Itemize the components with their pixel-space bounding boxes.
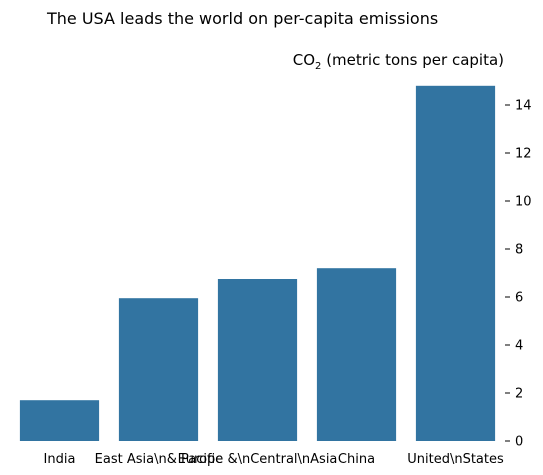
bars-group bbox=[19, 85, 496, 442]
y-tick-label-4: 8 bbox=[515, 243, 523, 258]
bar-2 bbox=[217, 279, 298, 441]
bar-3 bbox=[316, 268, 397, 441]
y-axis-label-suffix: (metric tons per capita) bbox=[321, 51, 504, 69]
x-tick-label-3: China bbox=[338, 452, 375, 467]
y-tick-label-6: 12 bbox=[515, 147, 532, 162]
y-tick-label-2: 4 bbox=[515, 339, 523, 354]
y-tick-label-1: 2 bbox=[515, 387, 523, 402]
y-axis-label: CO2 (metric tons per capita) bbox=[293, 51, 504, 72]
y-tick-label-7: 14 bbox=[515, 99, 532, 114]
y-tick-label-5: 10 bbox=[515, 195, 532, 210]
bar-1 bbox=[118, 298, 199, 441]
bar-0 bbox=[19, 400, 100, 441]
y-tick-label-0: 0 bbox=[515, 435, 523, 450]
y-axis-label-prefix: CO bbox=[293, 51, 315, 69]
x-tick-label-1: East Asia\n& Pacific bbox=[95, 452, 223, 467]
x-tick-label-2: Europe &\nCentral\nAsia bbox=[178, 452, 338, 467]
x-tick-label-0: India bbox=[44, 452, 76, 467]
chart-title: The USA leads the world on per-capita em… bbox=[46, 9, 438, 28]
bar-4 bbox=[415, 85, 496, 442]
y-axis-label-subscript: 2 bbox=[315, 61, 321, 72]
x-tick-label-4: United\nStates bbox=[407, 452, 504, 467]
y-axis-ticks: 0 2 4 6 8 10 12 14 bbox=[505, 99, 532, 450]
y-tick-label-3: 6 bbox=[515, 291, 523, 306]
